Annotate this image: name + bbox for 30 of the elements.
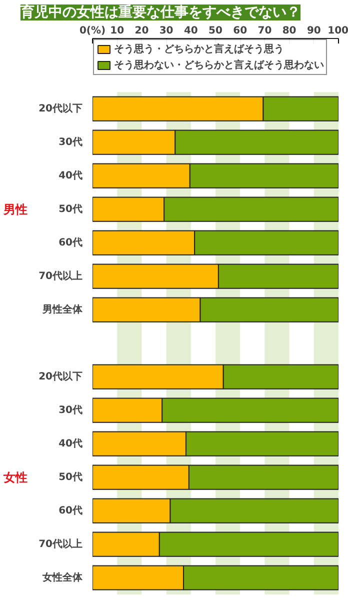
- y-tick-label: 60代: [58, 504, 83, 516]
- y-tick-label: 20代以下: [38, 102, 83, 114]
- y-tick-label: 20代以下: [38, 370, 83, 382]
- x-tick-label: 60: [233, 26, 248, 36]
- x-tick-label: 40: [184, 26, 198, 36]
- y-tick-label: 30代: [58, 136, 83, 148]
- y-tick-label: 60代: [58, 236, 83, 248]
- y-tick-label: 70代以上: [38, 270, 83, 282]
- y-tick-label: 70代以上: [38, 538, 83, 550]
- x-tick-label: 10: [110, 26, 124, 36]
- y-tick-label: 50代: [58, 202, 83, 215]
- x-tick-label: 70: [258, 26, 272, 36]
- x-tick-label: 0(%): [79, 26, 106, 36]
- chart-title: 育児中の女性は重要な仕事をすべきでない？: [20, 4, 300, 20]
- y-tick-label: 女性全体: [42, 571, 84, 584]
- x-tick-label: 80: [282, 26, 296, 36]
- legend-label: そう思わない・どちらかと言えばそう思わない: [114, 58, 324, 72]
- text: 男性: [2, 202, 28, 216]
- x-tick-label: 20: [134, 26, 149, 36]
- legend-label: そう思う・どちらかと言えばそう思う: [114, 42, 284, 56]
- y-tick-label: 40代: [58, 169, 83, 182]
- x-tick-label: 90: [306, 26, 321, 36]
- x-tick-label: 100: [328, 26, 348, 36]
- y-tick-label: 40代: [58, 437, 83, 450]
- y-tick-label: 30代: [58, 404, 83, 416]
- text: 女性: [2, 470, 28, 484]
- x-tick-label: 30: [159, 26, 174, 36]
- y-tick-label: 男性全体: [42, 303, 84, 316]
- y-tick-label: 50代: [58, 470, 83, 483]
- x-tick-label: 50: [208, 26, 222, 36]
